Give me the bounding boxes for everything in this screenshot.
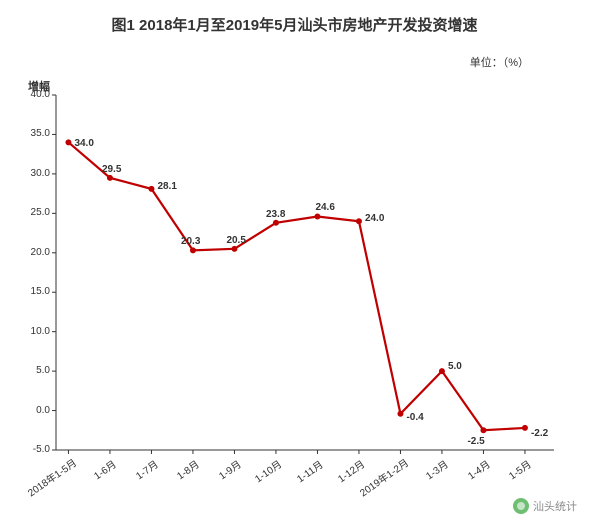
ytick-label: 35.0: [22, 128, 50, 139]
data-label: 28.1: [157, 181, 176, 192]
xtick-label: 2019年1-2月: [356, 454, 411, 499]
ytick-label: -5.0: [22, 444, 50, 455]
xtick-label: 1-3月: [422, 456, 451, 482]
data-label: -0.4: [406, 412, 423, 423]
series-marker: [107, 175, 113, 181]
watermark-text: 汕头统计: [533, 498, 577, 514]
series-marker: [65, 139, 71, 145]
data-label: 20.3: [181, 236, 200, 247]
chart-container: { "title": "图1 2018年1月至2019年5月汕头市房地产开发投资…: [0, 0, 589, 520]
ytick-label: 25.0: [22, 207, 50, 218]
series-marker: [522, 425, 528, 431]
ytick-label: 20.0: [22, 247, 50, 258]
chart-svg: [56, 95, 554, 450]
ytick-label: 10.0: [22, 326, 50, 337]
data-label: -2.2: [531, 428, 548, 439]
ytick-label: 40.0: [22, 89, 50, 100]
xtick-label: 1-8月: [173, 456, 202, 482]
data-label: -2.5: [467, 436, 484, 447]
wechat-icon: [513, 498, 529, 514]
series-marker: [314, 213, 320, 219]
data-label: 34.0: [74, 138, 93, 149]
series-marker: [439, 368, 445, 374]
ytick-label: 5.0: [22, 365, 50, 376]
chart-title: 图1 2018年1月至2019年5月汕头市房地产开发投资增速: [0, 14, 589, 35]
data-label: 20.5: [226, 235, 245, 246]
ytick-label: 30.0: [22, 168, 50, 179]
xtick-label: 1-9月: [215, 456, 244, 482]
watermark: 汕头统计: [513, 498, 577, 514]
data-label: 23.8: [266, 209, 285, 220]
series-line: [68, 142, 525, 430]
xtick-label: 1-7月: [132, 456, 161, 482]
xtick-label: 1-6月: [90, 456, 119, 482]
series-marker: [190, 247, 196, 253]
xtick-label: 1-10月: [251, 456, 284, 486]
data-label: 24.0: [365, 213, 384, 224]
series-marker: [480, 427, 486, 433]
plot-area: [56, 95, 554, 450]
ytick-label: 0.0: [22, 405, 50, 416]
data-label: 29.5: [102, 164, 121, 175]
ytick-label: 15.0: [22, 286, 50, 297]
xtick-label: 2018年1-5月: [24, 454, 79, 499]
unit-label: 单位：（%）: [470, 54, 529, 70]
series-marker: [397, 411, 403, 417]
data-label: 24.6: [315, 202, 334, 213]
series-marker: [356, 218, 362, 224]
series-marker: [231, 246, 237, 252]
series-marker: [273, 220, 279, 226]
xtick-label: 1-11月: [293, 456, 326, 485]
data-label: 5.0: [448, 361, 462, 372]
series-marker: [148, 186, 154, 192]
xtick-label: 1-5月: [505, 456, 534, 482]
xtick-label: 1-4月: [464, 456, 493, 482]
